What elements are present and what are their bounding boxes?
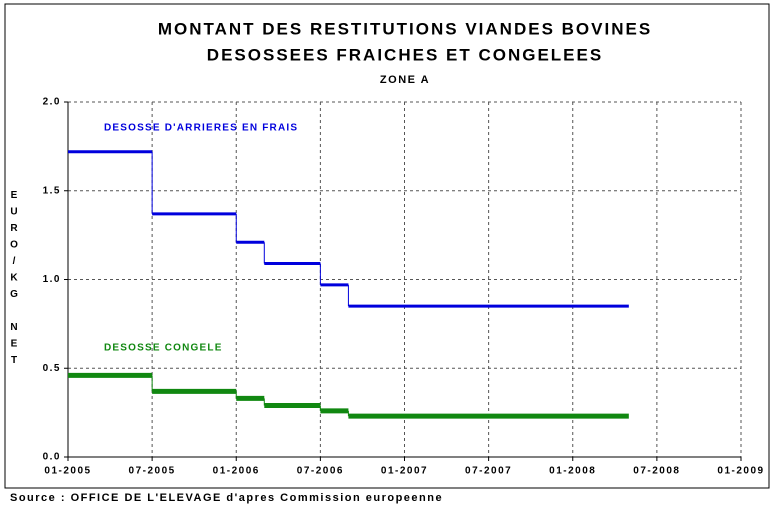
y-tick-label: 2.0 bbox=[43, 97, 61, 108]
x-tick-label: 01-2005 bbox=[44, 466, 91, 477]
source: Source : OFFICE DE L'ELEVAGE d'apres Com… bbox=[10, 492, 443, 504]
x-tick-label: 01-2008 bbox=[549, 466, 596, 477]
x-tick-label: 07-2006 bbox=[297, 466, 344, 477]
y-tick-label: 1.0 bbox=[43, 274, 61, 285]
y-tick-label: 0.5 bbox=[43, 363, 61, 374]
chart-title: MONTANT DES RESTITUTIONS VIANDES BOVINES bbox=[158, 19, 652, 38]
y-tick-label: 0.0 bbox=[43, 452, 61, 463]
x-tick-label: 07-2008 bbox=[633, 466, 680, 477]
x-tick-label: 07-2005 bbox=[129, 466, 176, 477]
series-label: DESOSSE CONGELE bbox=[104, 343, 223, 354]
series-label: DESOSSE D'ARRIERES EN FRAIS bbox=[104, 123, 298, 134]
chart-title: DESOSSEES FRAICHES ET CONGELEES bbox=[207, 45, 603, 64]
x-tick-label: 01-2009 bbox=[717, 466, 764, 477]
chart-subtitle: ZONE A bbox=[380, 74, 430, 86]
x-tick-label: 07-2007 bbox=[465, 466, 512, 477]
y-tick-label: 1.5 bbox=[43, 185, 61, 196]
frame bbox=[4, 3, 770, 489]
x-tick-label: 01-2006 bbox=[213, 466, 260, 477]
x-tick-label: 01-2007 bbox=[381, 466, 428, 477]
